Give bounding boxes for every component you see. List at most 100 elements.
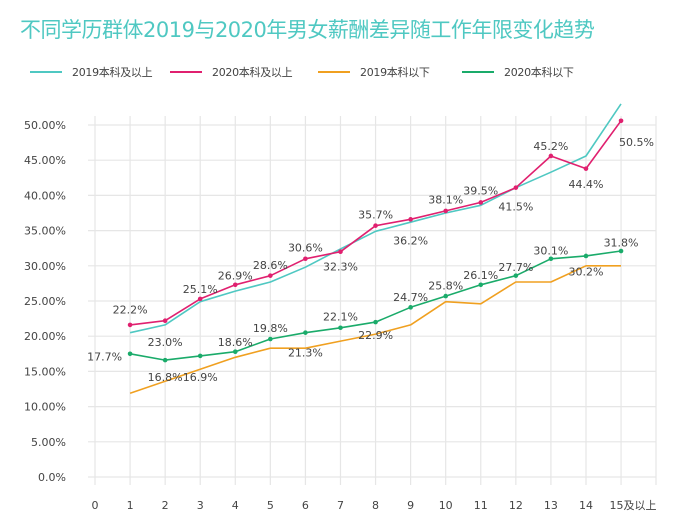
legend-label: 2020本科以下 bbox=[504, 66, 574, 79]
data-point bbox=[618, 248, 624, 254]
x-tick-label: 3 bbox=[197, 499, 204, 512]
data-label: 44.4% bbox=[569, 178, 604, 191]
legend-item-2019-bachelor-plus[interactable]: 2019本科及以上 bbox=[30, 64, 153, 80]
legend-item-2020-below-bachelor[interactable]: 2020本科以下 bbox=[462, 64, 574, 80]
data-label: 50.5% bbox=[619, 136, 654, 149]
y-tick-label: 35.00% bbox=[24, 225, 66, 238]
y-tick-label: 40.00% bbox=[24, 189, 66, 202]
data-label: 19.8% bbox=[253, 322, 288, 335]
data-point bbox=[548, 153, 554, 159]
data-label: 39.5% bbox=[463, 184, 498, 197]
data-label: 23.0% bbox=[148, 336, 183, 349]
data-label: 26.9% bbox=[218, 270, 253, 283]
x-tick-label: 0 bbox=[92, 499, 99, 512]
data-point bbox=[197, 296, 203, 302]
legend-label: 2019本科及以上 bbox=[72, 66, 153, 79]
data-point bbox=[162, 318, 168, 324]
legend: 2019本科及以上 2020本科及以上 2019本科以下 2020本科以下 bbox=[0, 64, 681, 82]
data-point bbox=[513, 273, 519, 278]
data-point bbox=[408, 217, 413, 222]
data-label: 26.1% bbox=[463, 269, 498, 282]
series-group bbox=[127, 103, 624, 394]
x-tick-label: 15及以上 bbox=[610, 499, 657, 512]
data-point bbox=[373, 223, 378, 228]
data-label: 25.8% bbox=[428, 280, 463, 293]
x-tick-label: 8 bbox=[372, 499, 379, 512]
series-line bbox=[129, 264, 621, 394]
y-tick-label: 50.00% bbox=[24, 119, 66, 132]
x-tick-label: 11 bbox=[474, 499, 488, 512]
data-label: 22.1% bbox=[323, 310, 358, 323]
data-label: 41.5% bbox=[498, 201, 533, 214]
data-point bbox=[618, 118, 624, 124]
data-label: 28.6% bbox=[253, 259, 288, 272]
data-label: 35.7% bbox=[358, 208, 393, 221]
data-label: 16.9% bbox=[183, 371, 218, 384]
series-line bbox=[129, 103, 622, 334]
data-point bbox=[548, 256, 554, 262]
data-label: 24.7% bbox=[393, 291, 428, 304]
grid bbox=[88, 116, 657, 485]
data-label: 38.1% bbox=[428, 194, 463, 207]
legend-item-2020-bachelor-plus[interactable]: 2020本科及以上 bbox=[170, 64, 293, 80]
y-tick-label: 15.00% bbox=[24, 365, 66, 378]
x-tick-label: 1 bbox=[127, 499, 134, 512]
data-point bbox=[373, 319, 378, 325]
data-point bbox=[197, 353, 203, 359]
y-axis: 0.0% 5.00% 10.00% 15.00% 20.00% 25.00% 30.00% 3… bbox=[24, 119, 66, 484]
x-tick-label: 13 bbox=[544, 499, 558, 512]
data-label: 30.6% bbox=[288, 241, 323, 254]
data-label: 21.3% bbox=[288, 346, 323, 359]
data-point bbox=[443, 293, 449, 299]
data-point bbox=[268, 273, 273, 278]
data-point bbox=[127, 322, 133, 328]
x-tick-label: 12 bbox=[509, 499, 523, 512]
data-point bbox=[478, 282, 484, 288]
data-point bbox=[303, 256, 308, 262]
data-label: 18.6% bbox=[218, 336, 253, 349]
data-point bbox=[513, 185, 519, 190]
data-label: 36.2% bbox=[393, 234, 428, 247]
data-label: 22.2% bbox=[113, 303, 148, 316]
y-tick-label: 20.00% bbox=[24, 330, 66, 343]
chart-title: 不同学历群体2019与2020年男女薪酬差异随工作年限变化趋势 bbox=[20, 18, 595, 42]
legend-item-2019-below-bachelor[interactable]: 2019本科以下 bbox=[318, 64, 430, 80]
data-point bbox=[232, 282, 238, 288]
y-tick-label: 10.00% bbox=[24, 401, 66, 414]
x-tick-label: 9 bbox=[407, 499, 414, 512]
data-point bbox=[268, 336, 273, 342]
legend-swatch bbox=[170, 71, 202, 73]
data-label: 31.8% bbox=[604, 237, 639, 250]
data-label: 22.9% bbox=[358, 329, 393, 342]
data-label: 45.2% bbox=[533, 140, 568, 153]
data-label: 25.1% bbox=[183, 283, 218, 296]
x-tick-label: 4 bbox=[232, 499, 239, 512]
data-label: 27.7% bbox=[498, 261, 533, 274]
data-label: 30.2% bbox=[569, 265, 604, 278]
data-point bbox=[303, 330, 308, 335]
y-tick-label: 25.00% bbox=[24, 295, 66, 308]
y-tick-label: 5.00% bbox=[31, 436, 66, 449]
x-tick-label: 5 bbox=[267, 499, 274, 512]
data-point bbox=[478, 200, 484, 205]
x-axis: 0 1 2 3 4 5 6 7 8 9 10 11 12 13 14 15及以上 bbox=[92, 499, 657, 512]
data-label: 16.8% bbox=[148, 371, 183, 384]
data-point bbox=[583, 253, 589, 259]
data-point bbox=[583, 166, 589, 171]
legend-swatch bbox=[318, 71, 350, 73]
x-tick-label: 7 bbox=[337, 499, 344, 512]
data-point bbox=[127, 351, 133, 357]
data-labels: 22.2% 25.1%26.9%28.6%30.6%32.3% 35.7%36.2%… bbox=[87, 136, 654, 384]
x-tick-label: 6 bbox=[302, 499, 309, 512]
data-point bbox=[338, 249, 343, 255]
x-tick-label: 2 bbox=[162, 499, 169, 512]
data-point bbox=[408, 305, 413, 310]
legend-swatch bbox=[30, 71, 62, 73]
legend-label: 2019本科以下 bbox=[360, 66, 430, 79]
data-label: 17.7% bbox=[87, 351, 122, 364]
data-label: 30.1% bbox=[533, 244, 568, 257]
data-point bbox=[232, 349, 238, 354]
data-label: 32.3% bbox=[323, 261, 358, 274]
data-point bbox=[443, 208, 449, 214]
